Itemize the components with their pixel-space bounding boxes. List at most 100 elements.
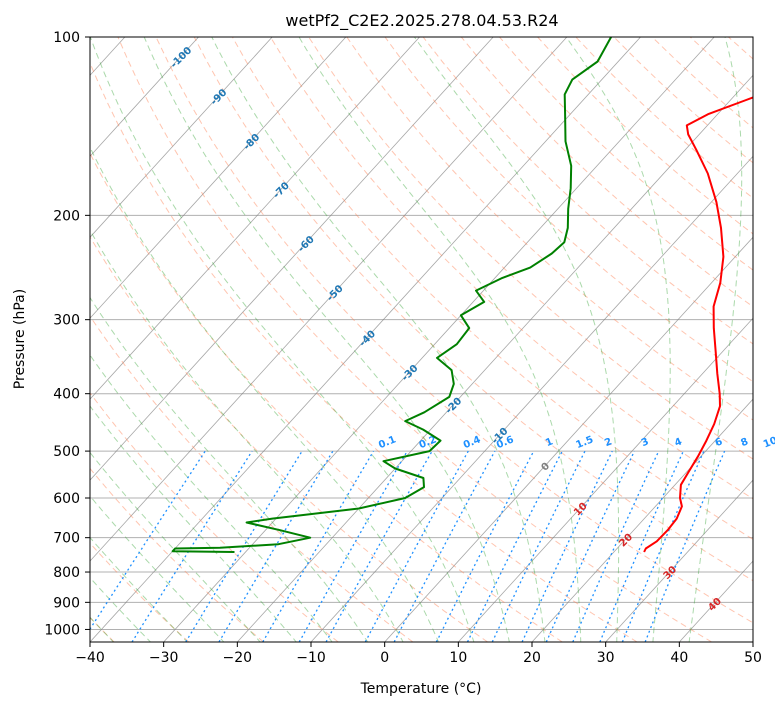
moist-adiabat [90, 536, 188, 642]
mixing-ratio-label: 1 [544, 436, 555, 449]
temperature-profile-line [643, 96, 753, 553]
isotherm-line [90, 37, 494, 481]
mixing-ratio-line [491, 450, 586, 642]
y-axis: 1000 900 800 700 600 500 400 300 200 100 [44, 30, 90, 638]
isotherm-line [90, 37, 273, 238]
mixing-ratio-line [262, 450, 375, 642]
mixing-ratio-line [435, 450, 535, 642]
isotherm-line [90, 37, 420, 400]
profiles [171, 37, 753, 553]
dry-adiabat [117, 37, 712, 642]
x-tick-label: −20 [223, 650, 253, 666]
mixing-ratio-line [621, 450, 705, 642]
isotherm-line [605, 479, 753, 642]
isotherm-label: 40 [706, 596, 724, 614]
moist-adiabat [688, 37, 743, 642]
mixing-ratio-line [599, 450, 684, 642]
x-axis: −40 −30 −20 −10 0 10 20 30 40 50 [75, 642, 762, 666]
moist-adiabat [90, 229, 404, 642]
y-tick-label: 200 [53, 208, 80, 224]
moist-adiabat [143, 37, 510, 642]
isotherm-line [90, 37, 568, 562]
dry-adiabat [90, 392, 339, 642]
moist-adiabat [90, 296, 369, 642]
background-grid [90, 37, 753, 642]
y-tick-label: 700 [53, 531, 80, 547]
chart-title: wetPf2_C2E2.2025.278.04.53.R24 [285, 11, 558, 31]
dry-adiabat [90, 152, 563, 642]
mixing-ratio-line [644, 450, 726, 642]
isotherm-line [310, 155, 753, 642]
isotherm-label: -60 [296, 234, 317, 255]
x-tick-label: 0 [380, 650, 389, 666]
mixing-ratio-line [466, 450, 563, 642]
dry-adiabat [308, 37, 753, 460]
mixing-ratio-label: 1.5 [575, 434, 596, 451]
isotherm-label: -70 [271, 180, 292, 201]
dry-adiabat [231, 37, 753, 540]
mixing-ratio-line [325, 450, 433, 642]
x-axis-label: Temperature (°C) [360, 681, 482, 697]
moist-adiabat [211, 37, 546, 642]
x-tick-label: 50 [744, 650, 762, 666]
mixing-ratio-line [298, 450, 408, 642]
x-tick-label: 40 [670, 650, 688, 666]
dry-adiabat [90, 467, 264, 642]
isotherm-line [458, 317, 753, 642]
mixing-ratio-line [364, 450, 469, 642]
y-tick-label: 300 [53, 313, 80, 329]
isotherm-label: -90 [209, 87, 230, 108]
moist-adiabat [90, 37, 475, 642]
adiabat-lines [90, 37, 775, 642]
x-tick-label: 30 [597, 650, 615, 666]
isotherm-line [384, 236, 753, 642]
dry-adiabat [767, 37, 775, 642]
dry-adiabat [384, 37, 753, 383]
isotherm-line [531, 398, 753, 642]
x-tick-label: −10 [296, 650, 326, 666]
isotherm-label: -100 [169, 45, 195, 71]
isotherm-label: -80 [242, 132, 263, 153]
mixing-ratio-label: 10 [762, 435, 775, 450]
y-tick-label: 800 [53, 565, 80, 581]
isotherm-label: -50 [325, 283, 346, 304]
dry-adiabat [270, 37, 753, 500]
dry-adiabat [193, 37, 753, 582]
isotherm-line [90, 37, 347, 319]
mixing-ratio-label: 0.4 [462, 434, 483, 451]
isotherm-line [90, 37, 641, 642]
isotherm-label: 20 [618, 532, 636, 550]
mixing-ratio-label: 3 [640, 436, 651, 449]
isotherm-label: -30 [400, 363, 421, 384]
x-tick-label: 10 [449, 650, 467, 666]
moist-adiabat [413, 37, 620, 642]
mixing-ratio-line [90, 450, 206, 631]
mixing-ratio-line [545, 450, 635, 642]
mixing-ratio-label: 6 [714, 436, 725, 449]
isotherm-label: 10 [572, 501, 590, 519]
isotherm-line [237, 74, 753, 642]
isotherm-line [752, 641, 753, 642]
y-tick-label: 900 [53, 595, 80, 611]
dry-adiabat [689, 37, 753, 94]
isotherm-line [163, 37, 715, 642]
moist-adiabat [298, 37, 582, 642]
dewpoint-profile-line [171, 37, 612, 553]
isotherm-label: 0 [539, 461, 552, 474]
dry-adiabat [90, 235, 488, 642]
mixing-ratio-label: 8 [739, 436, 750, 449]
mixing-ratio-line [521, 450, 613, 642]
dry-adiabat [346, 37, 753, 421]
moist-adiabat [90, 146, 440, 642]
x-tick-label: −40 [75, 650, 105, 666]
moist-adiabat [90, 405, 297, 642]
isotherm-line [90, 37, 199, 157]
x-tick-label: 20 [523, 650, 541, 666]
plot-frame [89, 36, 754, 643]
y-tick-label: 400 [53, 387, 80, 403]
dry-adiabat [651, 37, 753, 129]
moist-adiabat [565, 37, 671, 642]
dry-adiabat [90, 542, 190, 642]
